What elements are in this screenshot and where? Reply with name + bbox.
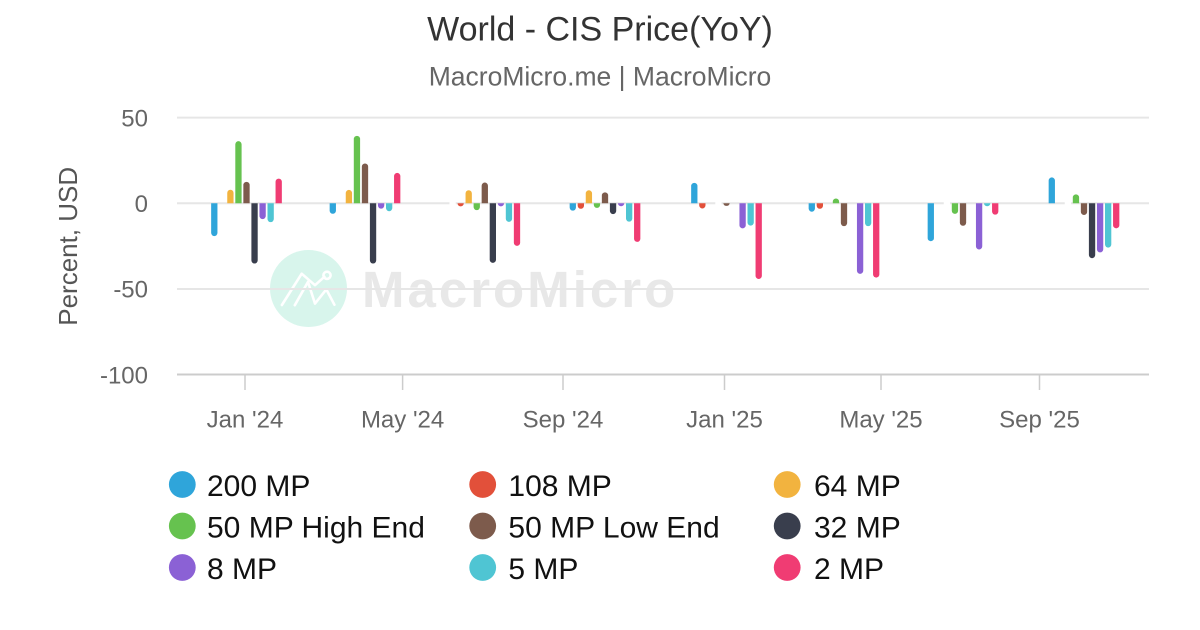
svg-text:-50: -50 (113, 277, 148, 304)
svg-text:5 MP: 5 MP (508, 553, 578, 586)
svg-text:-100: -100 (100, 362, 148, 389)
svg-text:Sep '24: Sep '24 (523, 407, 604, 434)
svg-text:50 MP Low End: 50 MP Low End (508, 512, 719, 545)
svg-text:Percent, USD: Percent, USD (53, 167, 83, 326)
svg-text:200 MP: 200 MP (207, 470, 310, 503)
svg-text:2 MP: 2 MP (814, 553, 884, 586)
svg-text:64 MP: 64 MP (814, 470, 901, 503)
svg-text:50 MP High End: 50 MP High End (207, 512, 425, 545)
svg-text:8 MP: 8 MP (207, 553, 277, 586)
svg-text:50: 50 (121, 105, 148, 132)
svg-text:MacroMicro.me | MacroMicro: MacroMicro.me | MacroMicro (429, 62, 772, 92)
svg-text:May '25: May '25 (839, 407, 922, 434)
svg-text:Jan '24: Jan '24 (207, 407, 284, 434)
svg-text:World - CIS Price(YoY): World - CIS Price(YoY) (427, 11, 773, 49)
svg-text:32 MP: 32 MP (814, 512, 901, 545)
svg-text:108 MP: 108 MP (508, 470, 611, 503)
svg-text:Sep '25: Sep '25 (999, 407, 1080, 434)
svg-text:May '24: May '24 (361, 407, 444, 434)
svg-text:0: 0 (135, 191, 148, 218)
svg-text:Jan '25: Jan '25 (686, 407, 763, 434)
